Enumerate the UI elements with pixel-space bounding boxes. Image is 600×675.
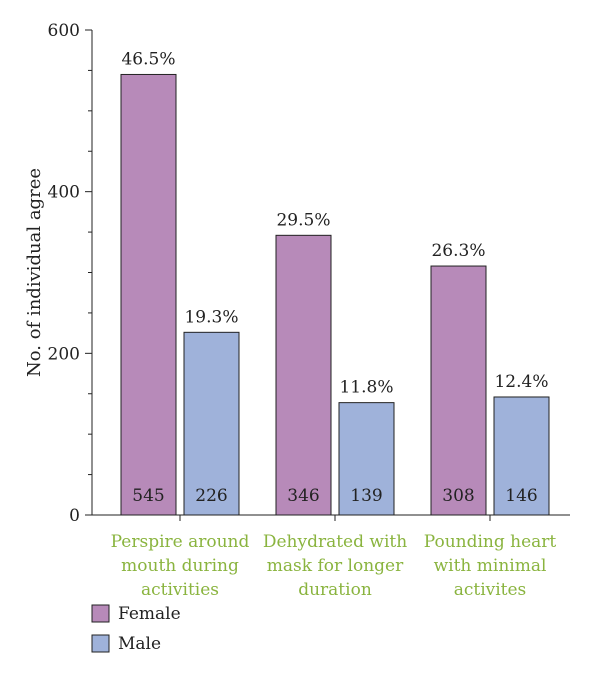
category-label: mouth during [121, 556, 239, 576]
bar-male-2 [493, 396, 550, 516]
percent-label: 19.3% [184, 307, 238, 327]
category-label: Pounding heart [424, 532, 557, 552]
percent-label: 29.5% [276, 210, 330, 230]
category-label: activites [454, 580, 527, 600]
labels: 46.5% 545 29.5% 346 26.3% 308 19.3% 226 11.8% 139… [111, 49, 557, 600]
y-tick-label: 0 [69, 506, 80, 526]
value-label: 226 [195, 486, 227, 506]
y-tick-label: 200 [48, 344, 80, 364]
percent-label: 26.3% [431, 241, 485, 261]
category-label: mask for longer [267, 556, 404, 576]
value-label: 346 [287, 486, 319, 506]
y-tick-label: 600 [48, 21, 80, 41]
legend-swatch-female [91, 604, 110, 623]
y-tick-label: 400 [48, 183, 80, 203]
bar-female-2 [430, 265, 487, 516]
percent-label: 46.5% [121, 49, 175, 69]
bars [120, 73, 550, 516]
category-label: with minimal [434, 556, 547, 576]
bar-male-0 [183, 331, 240, 516]
category-label: duration [298, 580, 372, 600]
legend-label-male: Male [118, 634, 161, 654]
category-label: Dehydrated with [263, 532, 407, 552]
legend: Female Male [91, 604, 181, 654]
value-label: 139 [350, 486, 382, 506]
y-axis-title: No. of individual agree [24, 168, 45, 377]
percent-label: 11.8% [339, 378, 393, 398]
bar-female-0 [120, 73, 177, 516]
legend-swatch-male [91, 634, 110, 653]
value-label: 146 [505, 486, 537, 506]
category-label: Perspire around [111, 532, 250, 552]
value-label: 545 [132, 486, 164, 506]
bar-female-1 [275, 234, 332, 516]
bar-male-1 [338, 402, 395, 516]
axes: 0 200 400 600 No. of individual agree [24, 21, 570, 526]
percent-label: 12.4% [494, 372, 548, 392]
category-label: activities [141, 580, 219, 600]
legend-label-female: Female [118, 604, 181, 624]
value-label: 308 [442, 486, 474, 506]
